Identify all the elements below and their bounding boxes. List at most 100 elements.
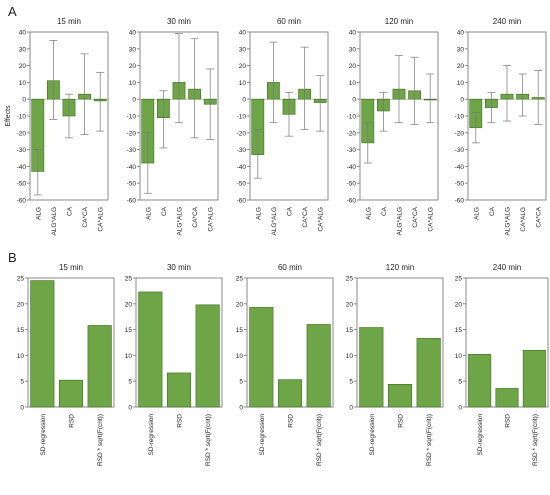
y-tick-label: -10 <box>237 114 247 121</box>
y-tick-label: 20 <box>19 63 27 70</box>
x-category-label: RSD * sqrt(F(crit)) <box>316 414 323 466</box>
x-category-label: RSD * sqrt(F(crit)) <box>532 414 539 466</box>
y-tick-label: -10 <box>17 114 27 121</box>
x-category-label: SD-regression <box>40 414 47 456</box>
x-category-label: CA <box>381 206 388 216</box>
subplot-title: 240 min <box>493 17 521 26</box>
bar-rsd-sqrt-f-crit- <box>416 338 441 408</box>
x-category-label: CA*ALG <box>520 207 527 232</box>
y-tick-label: 30 <box>349 46 357 53</box>
bar-rsd-sqrt-f-crit- <box>87 325 112 408</box>
x-category-label: ALG*ALG <box>505 207 512 236</box>
subplot-b-4: 120 min 0 5 10 15 20 25 SD-regression RSD RSD * s… <box>346 263 444 466</box>
y-tick-label: 0 <box>132 97 136 104</box>
subplot-title: 15 min <box>57 17 81 26</box>
subplot-a-2: 30 min -60 -50 -40 -30 -20 -10 0 10 20 30 40 ALG CA AL… <box>127 17 219 236</box>
y-tick-label: 30 <box>239 46 247 53</box>
y-tick-label: 5 <box>239 379 243 386</box>
bar-rsd-sqrt-f-crit- <box>195 304 220 408</box>
bar-sd-regression <box>30 280 55 408</box>
y-tick-label: 10 <box>455 353 463 360</box>
y-tick-label: 0 <box>349 405 353 412</box>
y-tick-label: 15 <box>236 327 244 334</box>
x-category-label: ALG <box>35 207 42 220</box>
x-category-label: CA <box>489 206 496 216</box>
x-category-label: CA*CA <box>192 206 199 227</box>
y-tick-label: 20 <box>236 301 244 308</box>
y-tick-label: 15 <box>346 327 354 334</box>
subplot-a-3: 60 min -60 -50 -40 -30 -20 -10 0 10 20 30 40 ALG ALG*… <box>237 17 329 236</box>
y-tick-label: -60 <box>347 198 357 205</box>
y-tick-label: 25 <box>17 276 25 283</box>
y-tick-label: 15 <box>17 327 25 334</box>
y-tick-label: 25 <box>346 276 354 283</box>
bar-sd-regression <box>138 291 163 408</box>
y-tick-label: -40 <box>455 164 465 171</box>
y-tick-label: -20 <box>127 130 137 137</box>
y-tick-label: 5 <box>458 379 462 386</box>
x-category-label: CA*CA <box>412 206 419 227</box>
x-category-label: ALG <box>473 207 480 220</box>
x-category-label: ALG <box>365 207 372 220</box>
y-tick-label: -20 <box>237 130 247 137</box>
y-tick-label: -20 <box>347 130 357 137</box>
x-category-label: ALG*ALG <box>397 207 404 236</box>
y-tick-label: 5 <box>20 379 24 386</box>
x-category-label: RSD <box>177 414 184 428</box>
y-tick-label: 15 <box>455 327 463 334</box>
panel-label-a: A <box>8 4 17 19</box>
subplot-title: 240 min <box>493 263 521 272</box>
y-tick-label: -30 <box>127 147 137 154</box>
y-tick-label: -60 <box>17 198 27 205</box>
y-tick-label: -40 <box>237 164 247 171</box>
x-category-label: CA*CA <box>536 206 543 227</box>
y-tick-label: -20 <box>455 130 465 137</box>
x-category-label: CA*ALG <box>98 207 105 232</box>
y-tick-label: 10 <box>19 80 27 87</box>
y-tick-label: 40 <box>129 30 137 37</box>
y-tick-label: 20 <box>349 63 357 70</box>
bar-rsd <box>166 372 192 408</box>
y-tick-label: 10 <box>236 353 244 360</box>
y-tick-label: 40 <box>349 30 357 37</box>
y-tick-label: 0 <box>22 97 26 104</box>
y-tick-label: 10 <box>346 353 354 360</box>
x-category-label: RSD * sqrt(F(crit)) <box>97 414 104 466</box>
x-category-label: ALG <box>255 207 262 220</box>
y-tick-label: 20 <box>455 301 463 308</box>
x-category-label: RSD <box>505 414 512 428</box>
x-category-label: CA <box>161 206 168 216</box>
subplot-title: 30 min <box>167 17 191 26</box>
y-tick-label: 40 <box>19 30 27 37</box>
y-tick-label: -40 <box>127 164 137 171</box>
y-tick-label: 30 <box>19 46 27 53</box>
bar-rsd <box>277 379 303 408</box>
y-tick-label: -60 <box>455 198 465 205</box>
x-category-label: CA*CA <box>82 206 89 227</box>
x-category-label: ALG <box>145 207 152 220</box>
x-category-label: CA*ALG <box>318 207 325 232</box>
y-tick-label: 25 <box>455 276 463 283</box>
y-tick-label: 20 <box>17 301 25 308</box>
x-category-label: CA*ALG <box>208 207 215 232</box>
bar-rsd-sqrt-f-crit- <box>306 324 331 408</box>
bar-rsd <box>58 379 84 408</box>
x-category-label: ALG*ALG <box>177 207 184 236</box>
x-category-label: CA <box>67 206 74 216</box>
x-category-label: RSD <box>288 414 295 428</box>
x-category-label: RSD <box>69 414 76 428</box>
y-tick-label: 10 <box>129 80 137 87</box>
y-tick-label: 30 <box>129 46 137 53</box>
y-tick-label: 20 <box>239 63 247 70</box>
bar-sd-regression <box>468 354 492 408</box>
subplots-group: 15 min -60 -50 -40 -30 -20 -10 0 10 20 30 40 Effects… <box>5 17 549 466</box>
y-tick-label: -50 <box>237 181 247 188</box>
y-tick-label: 40 <box>239 30 247 37</box>
subplot-title: 30 min <box>167 263 191 272</box>
subplot-title: 120 min <box>385 17 413 26</box>
bar-sd-regression <box>359 327 384 408</box>
y-tick-label: 0 <box>20 405 24 412</box>
y-tick-label: 0 <box>458 405 462 412</box>
